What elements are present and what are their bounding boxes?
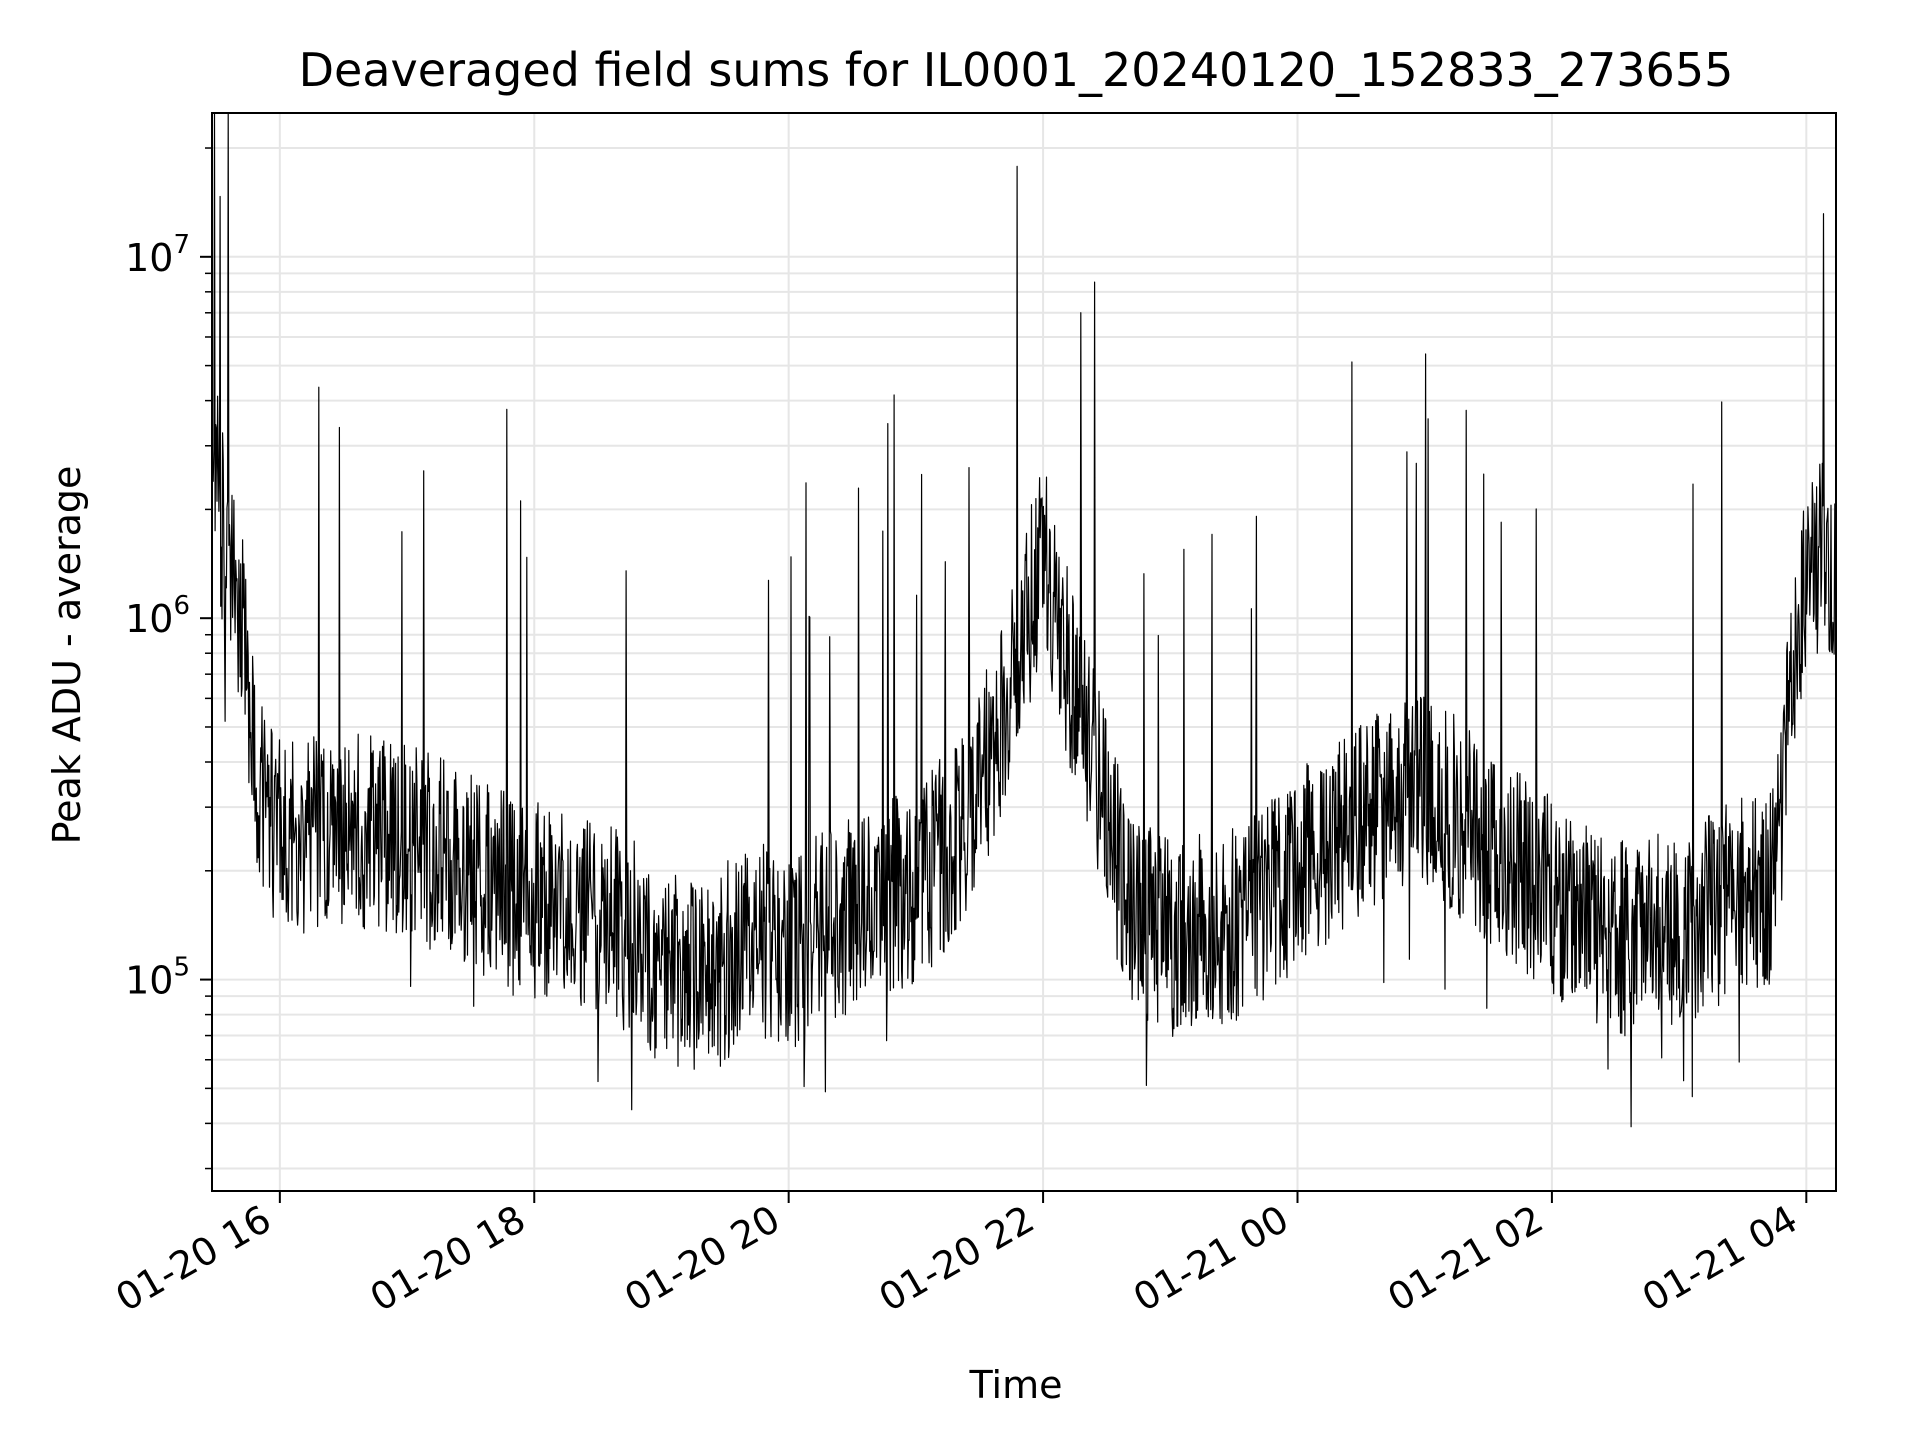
y-tick-label: 106 [125,591,190,641]
chart-title: Deaveraged field sums for IL0001_2024012… [299,43,1734,97]
y-tick-exponent: 6 [173,591,190,621]
y-axis-label: Peak ADU - average [45,466,89,845]
y-tick-label: 107 [125,230,190,280]
y-tick-exponent: 7 [173,230,190,260]
y-tick-exponent: 5 [173,953,190,983]
series-line [212,113,1836,1128]
series-layer [212,113,1836,1128]
y-tick-base: 10 [125,597,173,641]
y-tick-base: 10 [125,959,173,1003]
y-tick-label: 105 [125,953,190,1003]
y-tick-base: 10 [125,236,173,280]
plot-frame [211,112,1837,1192]
x-axis-label: Time [969,1363,1063,1407]
